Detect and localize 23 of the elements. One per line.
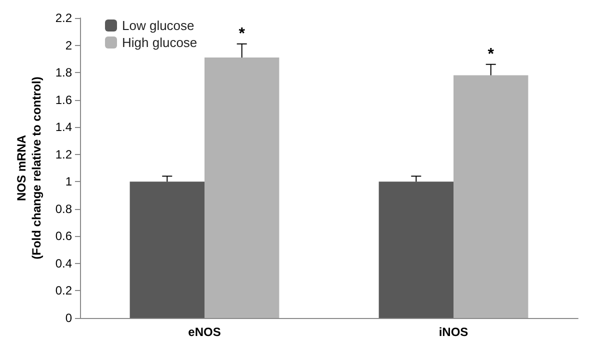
y-tick-label: 0.2	[55, 284, 72, 298]
y-tick-label: 1.6	[55, 92, 72, 107]
y-tick-label: 0.6	[55, 229, 72, 244]
x-tick-label: eNOS	[188, 325, 221, 339]
bar	[454, 75, 528, 318]
y-tick-label: 0.8	[55, 202, 72, 216]
legend-label: Low glucose	[122, 18, 194, 33]
y-tick-label: 1	[65, 174, 72, 189]
annotation: *	[238, 25, 246, 42]
y-axis-title: NOS mRNA (Fold change relative to control)	[14, 76, 44, 260]
y-tick-label: 1.4	[55, 120, 72, 134]
bar	[130, 182, 204, 318]
y-tick-label: 2.2	[55, 11, 72, 25]
x-tick-label: iNOS	[438, 325, 468, 339]
legend-label: High glucose	[122, 35, 198, 50]
y-tick-label: 0	[65, 311, 72, 325]
annotation: *	[488, 46, 495, 63]
y-tick-label: 2	[65, 38, 72, 52]
y-tick-label: 1.2	[55, 147, 72, 162]
bar	[378, 182, 454, 318]
y-tick-label: 1.8	[55, 66, 72, 80]
bar	[204, 58, 280, 318]
y-tick-label: 0.4	[55, 256, 72, 270]
